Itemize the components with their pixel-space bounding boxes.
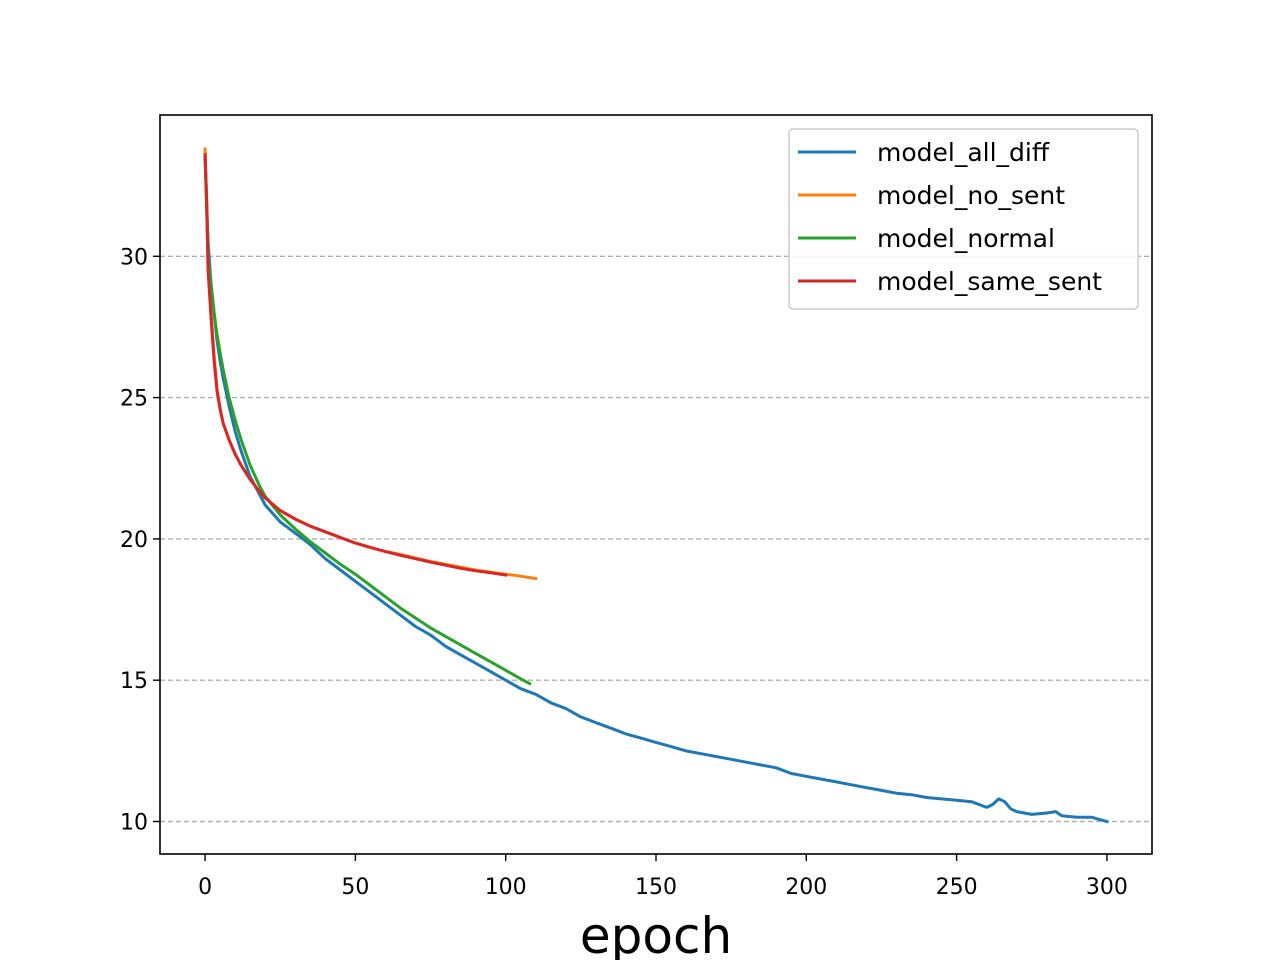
legend-label-model-all-diff: model_all_diff — [877, 138, 1050, 167]
x-axis-title: epoch — [580, 907, 732, 960]
x-tick-label: 200 — [785, 875, 827, 900]
series-line-model-same-sent — [203, 153, 508, 577]
y-tick-label: 30 — [120, 245, 148, 270]
series-line-model-all-diff — [203, 155, 1109, 824]
y-tick-label: 20 — [120, 528, 148, 553]
legend-label-model-no-sent: model_no_sent — [877, 181, 1065, 210]
series-lines — [203, 147, 1109, 824]
y-tick-label: 10 — [120, 811, 148, 836]
legend-label-model-same-sent: model_same_sent — [877, 267, 1102, 296]
x-tick-label: 300 — [1086, 875, 1128, 900]
x-axis-ticks: 0 50 100 150 200 250 300 — [198, 854, 1128, 900]
y-tick-label: 25 — [120, 387, 148, 412]
y-axis-ticks: 10 15 20 25 30 — [120, 245, 160, 836]
x-tick-label: 50 — [341, 875, 369, 900]
x-tick-label: 150 — [635, 875, 677, 900]
legend: model_all_diff model_no_sent model_normalm… — [788, 128, 1139, 310]
legend-box — [788, 128, 1139, 310]
x-tick-label: 100 — [485, 875, 527, 900]
x-tick-label: 250 — [936, 875, 978, 900]
y-tick-label: 15 — [120, 669, 148, 694]
series-line-model-normal — [203, 155, 532, 686]
legend-label-model-normal: model_normal — [877, 224, 1055, 253]
x-tick-label: 0 — [198, 875, 212, 900]
